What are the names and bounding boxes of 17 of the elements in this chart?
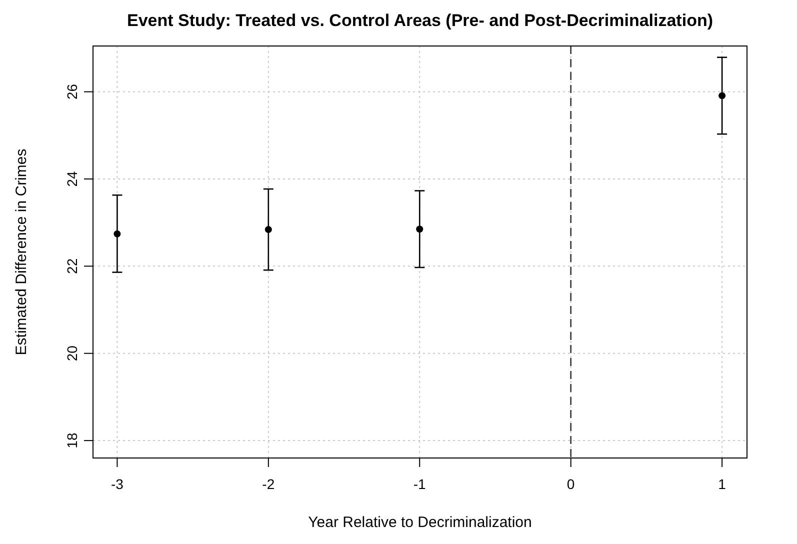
x-axis-title: Year Relative to Decriminalization [308, 514, 532, 531]
chart-title: Event Study: Treated vs. Control Areas (Pre- and Post-Decriminalization) [127, 11, 713, 30]
point [264, 226, 272, 234]
x-tick-label: 1 [718, 476, 726, 492]
x-tick-label: -1 [413, 476, 426, 492]
x-tick-label: 0 [566, 476, 575, 492]
point [718, 92, 726, 100]
point [416, 226, 424, 233]
point [114, 230, 121, 238]
y-tick-label: 18 [64, 432, 80, 448]
x-tick-label: -2 [262, 476, 275, 492]
x-tick-label: -3 [110, 476, 124, 492]
y-tick-label: 22 [64, 258, 80, 274]
y-tick-label: 20 [64, 345, 80, 362]
y-axis-title: Estimated Difference in Crimes [13, 148, 30, 356]
y-tick-label: 26 [64, 84, 80, 100]
y-tick-label: 24 [64, 170, 80, 187]
